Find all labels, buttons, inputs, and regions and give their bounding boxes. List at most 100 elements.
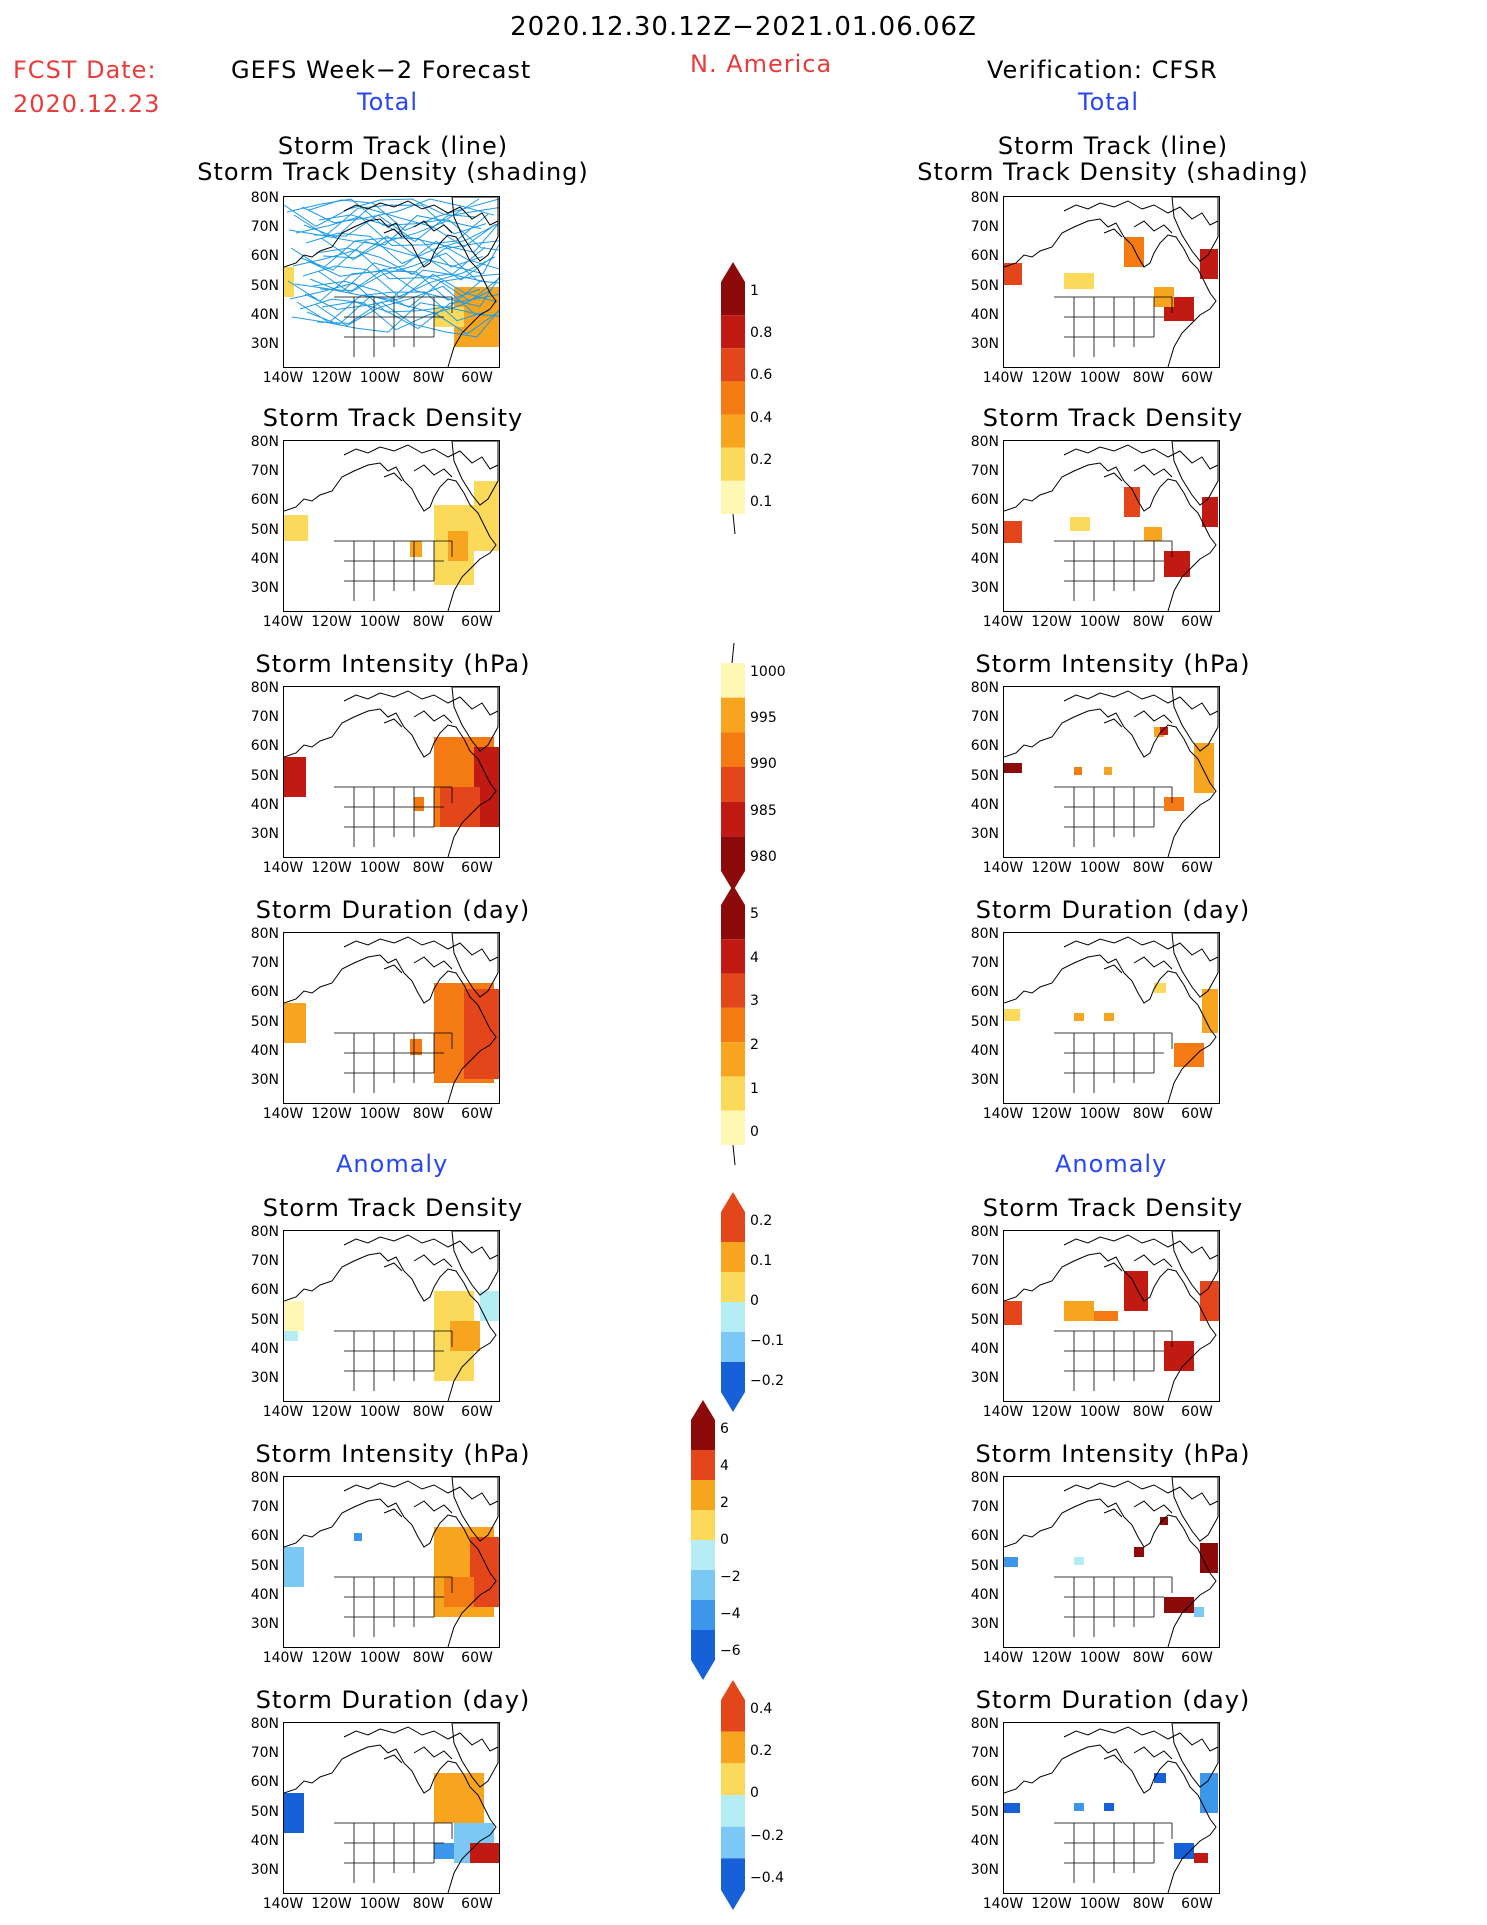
- lat-label: 30N: [970, 336, 999, 352]
- lon-label: 80W: [1132, 614, 1165, 630]
- lon-label: 60W: [1181, 1106, 1213, 1122]
- forecast-anomaly-label: Anomaly: [336, 1150, 449, 1178]
- vf-anom-duration-map: [1003, 1722, 1220, 1894]
- lon-label: 60W: [461, 860, 493, 876]
- lat-label: 70N: [970, 1499, 999, 1516]
- lat-label: 40N: [250, 796, 279, 813]
- lon-label: 140W: [982, 1896, 1024, 1912]
- lon-label: 60W: [1181, 860, 1213, 876]
- lon-label: 120W: [1031, 860, 1072, 876]
- vf-anom-intensity-title: Storm Intensity (hPa): [975, 1440, 1251, 1468]
- lat-label: 70N: [250, 955, 279, 972]
- lat-label: 50N: [970, 1557, 999, 1574]
- duration-total-colorbar-label: 5: [750, 906, 759, 922]
- lat-label: 70N: [250, 1745, 279, 1762]
- forecast-total-label: Total: [357, 88, 419, 116]
- vf-anom-intensity-map: [1003, 1476, 1220, 1648]
- lon-label: 100W: [1079, 1650, 1121, 1666]
- duration-anom-colorbar-label: −0.4: [750, 1869, 784, 1886]
- duration-anom-colorbar-label: −0.2: [750, 1827, 784, 1844]
- lat-label: 80N: [970, 1224, 999, 1240]
- vf-intensity-map: [1003, 686, 1220, 858]
- lat-label: 40N: [250, 1832, 279, 1849]
- verification-total-label: Total: [1078, 88, 1140, 116]
- lat-label: 40N: [250, 1042, 279, 1059]
- lat-label: 80N: [250, 190, 279, 206]
- lat-label: 70N: [250, 1253, 279, 1270]
- vf-intensity-title: Storm Intensity (hPa): [975, 650, 1251, 678]
- duration-total-colorbar-label: 0: [750, 1124, 759, 1141]
- fc-anom-duration-title: Storm Duration (day): [255, 1686, 531, 1714]
- fc-anom-intensity-title: Storm Intensity (hPa): [255, 1440, 531, 1468]
- lon-label: 60W: [461, 1650, 493, 1666]
- intensity-total-colorbar-label: 990: [750, 756, 777, 773]
- density-anom-colorbar-label: 0.2: [750, 1213, 773, 1229]
- vf-track-title-2: Storm Track Density (shading): [917, 158, 1309, 186]
- lon-label: 60W: [461, 1404, 493, 1420]
- lon-label: 100W: [359, 1404, 401, 1420]
- lat-label: 80N: [250, 680, 279, 696]
- intensity-anom-colorbar-label: 2: [720, 1494, 729, 1511]
- lat-label: 60N: [970, 248, 999, 265]
- density-anom-colorbar-label: −0.1: [750, 1333, 784, 1349]
- lon-label: 120W: [311, 614, 352, 630]
- lat-label: 50N: [250, 1311, 279, 1328]
- lat-label: 30N: [250, 336, 279, 352]
- lon-label: 140W: [262, 370, 304, 386]
- lon-label: 60W: [1181, 1404, 1213, 1420]
- lat-label: 60N: [250, 1528, 279, 1545]
- lon-label: 120W: [1031, 1650, 1072, 1666]
- intensity-total-colorbar-label: 995: [750, 710, 777, 727]
- lat-label: 60N: [250, 738, 279, 755]
- lon-label: 140W: [262, 1650, 304, 1666]
- lon-label: 120W: [311, 1106, 352, 1122]
- lon-label: 80W: [412, 614, 445, 630]
- lat-label: 30N: [970, 1072, 999, 1088]
- lon-label: 80W: [412, 1650, 445, 1666]
- vf-anom-density-title: Storm Track Density: [982, 1194, 1244, 1222]
- fc-density-title: Storm Track Density: [262, 404, 524, 432]
- duration-anom-colorbar-label: 0.2: [750, 1743, 773, 1760]
- lat-label: 80N: [970, 926, 999, 942]
- lon-label: 80W: [412, 1106, 445, 1122]
- intensity-anom-colorbar-label: −4: [720, 1605, 741, 1622]
- lat-label: 60N: [250, 984, 279, 1001]
- duration-total-colorbar-label: 3: [750, 993, 759, 1010]
- lat-label: 50N: [250, 521, 279, 538]
- density-total-colorbar: [720, 262, 746, 538]
- lon-label: 120W: [311, 370, 352, 386]
- lon-label: 120W: [1031, 370, 1072, 386]
- vf-anom-duration-title: Storm Duration (day): [975, 1686, 1251, 1714]
- lat-label: 60N: [250, 492, 279, 509]
- lon-label: 60W: [461, 1106, 493, 1122]
- lat-label: 50N: [250, 1557, 279, 1574]
- lat-label: 70N: [250, 219, 279, 236]
- lon-label: 80W: [1132, 370, 1165, 386]
- lon-label: 60W: [1181, 370, 1213, 386]
- vf-track-map: [1003, 196, 1220, 368]
- lat-label: 50N: [250, 1013, 279, 1030]
- lat-label: 70N: [970, 1745, 999, 1762]
- lon-label: 80W: [412, 1404, 445, 1420]
- lon-label: 140W: [982, 1650, 1024, 1666]
- duration-total-colorbar-label: 1: [750, 1080, 759, 1097]
- verification-anomaly-label: Anomaly: [1055, 1150, 1168, 1178]
- density-total-colorbar-label: 0.8: [750, 325, 773, 342]
- lat-label: 30N: [970, 580, 999, 596]
- lon-label: 100W: [359, 860, 401, 876]
- lon-label: 100W: [359, 1650, 401, 1666]
- lon-label: 140W: [262, 1896, 304, 1912]
- vf-anom-density-map: [1003, 1230, 1220, 1402]
- lon-label: 120W: [1031, 1106, 1072, 1122]
- fc-anom-density-map: [283, 1230, 500, 1402]
- lat-label: 60N: [250, 1282, 279, 1299]
- density-anom-colorbar: [720, 1192, 746, 1416]
- lat-label: 80N: [970, 434, 999, 450]
- duration-total-colorbar: [720, 885, 746, 1169]
- vf-duration-title: Storm Duration (day): [975, 896, 1251, 924]
- lat-label: 40N: [250, 1340, 279, 1357]
- lon-label: 60W: [461, 1896, 493, 1912]
- lon-label: 120W: [311, 1896, 352, 1912]
- intensity-total-colorbar-label: 1000: [750, 664, 786, 680]
- lat-label: 40N: [970, 1586, 999, 1603]
